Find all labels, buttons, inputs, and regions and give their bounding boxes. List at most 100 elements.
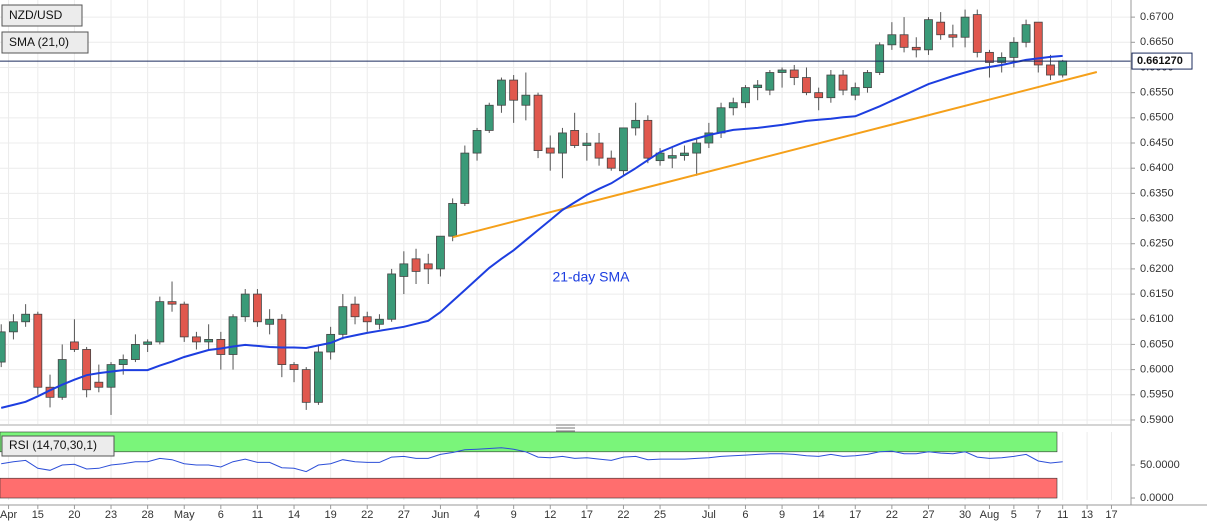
candle-body xyxy=(533,94,543,151)
candle-body xyxy=(924,19,933,51)
candle-body xyxy=(448,203,458,237)
candle-body xyxy=(82,349,92,391)
candle-body xyxy=(765,72,775,91)
candle-body xyxy=(167,301,177,305)
candle-body xyxy=(704,132,714,144)
x-tick-label: 11 xyxy=(252,509,263,521)
candle-body xyxy=(582,142,592,146)
rsi-zones xyxy=(0,431,1058,499)
y-tick-label: 0.6150 xyxy=(1140,288,1174,300)
sma-line xyxy=(0,54,1063,409)
candle-body xyxy=(143,341,153,345)
candle-body xyxy=(594,142,604,159)
x-tick-label: 17 xyxy=(849,509,861,521)
candle-body xyxy=(216,339,226,355)
legend-box xyxy=(1,4,83,27)
x-tick-label: 11 xyxy=(1057,509,1068,521)
candle-body xyxy=(497,79,506,106)
x-tick-label: 4 xyxy=(474,509,480,521)
candle-body xyxy=(558,132,567,154)
x-tick-label: 6 xyxy=(218,509,224,521)
candle-body xyxy=(240,293,250,318)
candle-body xyxy=(606,157,616,169)
x-tick-label: 20 xyxy=(68,509,80,521)
last-price-box xyxy=(1131,52,1193,70)
candle-body xyxy=(57,359,67,398)
resize-handle[interactable] xyxy=(556,424,575,432)
candle-body xyxy=(1021,24,1031,43)
candle-body xyxy=(423,263,433,270)
x-tick-label: 22 xyxy=(361,509,373,521)
candle-body xyxy=(21,313,31,323)
candle-body xyxy=(70,341,79,350)
x-tick-label: 9 xyxy=(511,509,517,521)
candle-body xyxy=(289,364,299,371)
candle-body xyxy=(667,155,677,159)
y-tick-label: 0.6100 xyxy=(1140,313,1174,325)
x-tick-label: 7 xyxy=(1035,509,1041,521)
candle-body xyxy=(631,119,641,129)
candle-body xyxy=(204,339,214,343)
y-tick-label: 0.6350 xyxy=(1140,187,1174,199)
candle-body xyxy=(179,303,189,338)
candle-body xyxy=(728,102,738,109)
y-tick-label: 0.6700 xyxy=(1140,11,1174,23)
candle-body xyxy=(131,344,140,360)
candle-body xyxy=(0,331,6,363)
marks: 21-day SMA xyxy=(0,9,1131,473)
x-tick-label: 14 xyxy=(288,509,300,521)
x-tick-label: 25 xyxy=(654,509,666,521)
x-tick-label: Apr xyxy=(0,509,17,521)
candle-body xyxy=(997,57,1007,63)
candle-body xyxy=(887,34,897,46)
candle-body xyxy=(826,74,836,99)
x-tick-label: Jul xyxy=(702,509,716,521)
x-tick-label: 12 xyxy=(544,509,556,521)
sma-annotation: 21-day SMA xyxy=(552,269,630,285)
candle-body xyxy=(814,92,824,99)
x-tick-label: 9 xyxy=(779,509,785,521)
legend-box xyxy=(1,31,89,54)
candle-body xyxy=(472,130,482,154)
candle-body xyxy=(253,293,262,323)
legend-rsi: RSI (14,70,30,1) xyxy=(1,435,115,457)
candle-body xyxy=(33,313,43,388)
candle-body xyxy=(192,336,201,343)
indicator-label: SMA (21,0) xyxy=(9,35,69,49)
symbol-label: NZD/USD xyxy=(9,8,63,22)
candle-body xyxy=(570,130,580,146)
x-tick-label: 17 xyxy=(581,509,593,521)
oversold-zone xyxy=(0,477,1058,499)
candle-body xyxy=(521,94,531,106)
candle-body xyxy=(460,152,470,204)
legend-main: NZD/USD SMA (21,0) xyxy=(1,4,89,54)
y-tick-label: 0.0000 xyxy=(1140,492,1174,504)
candle-body xyxy=(692,142,702,154)
candle-body xyxy=(94,381,104,388)
candle-body xyxy=(985,51,994,63)
candle-body xyxy=(1046,64,1055,76)
candle-body xyxy=(399,263,409,277)
candle-body xyxy=(1058,60,1068,76)
x-tick-label: Jun xyxy=(432,509,450,521)
candle-body xyxy=(643,119,653,159)
x-tick-label: 6 xyxy=(742,509,748,521)
y-tick-label: 0.6450 xyxy=(1140,137,1174,149)
x-tick-label: 30 xyxy=(959,509,971,521)
candle-body xyxy=(680,152,689,157)
y-tick-label: 0.6650 xyxy=(1140,36,1174,48)
candle-body xyxy=(911,46,921,51)
y-tick-label: 50.0000 xyxy=(1140,459,1180,471)
candle-body xyxy=(350,303,360,318)
candle-body xyxy=(9,321,18,333)
overbought-zone xyxy=(0,431,1058,453)
candle-body xyxy=(850,87,860,96)
y-tick-label: 0.5950 xyxy=(1140,389,1174,401)
x-tick-label: 27 xyxy=(398,509,410,521)
candle-body xyxy=(741,87,750,104)
candle-body xyxy=(863,72,872,89)
rsi-line xyxy=(1,447,1063,473)
candle-body xyxy=(545,147,555,154)
